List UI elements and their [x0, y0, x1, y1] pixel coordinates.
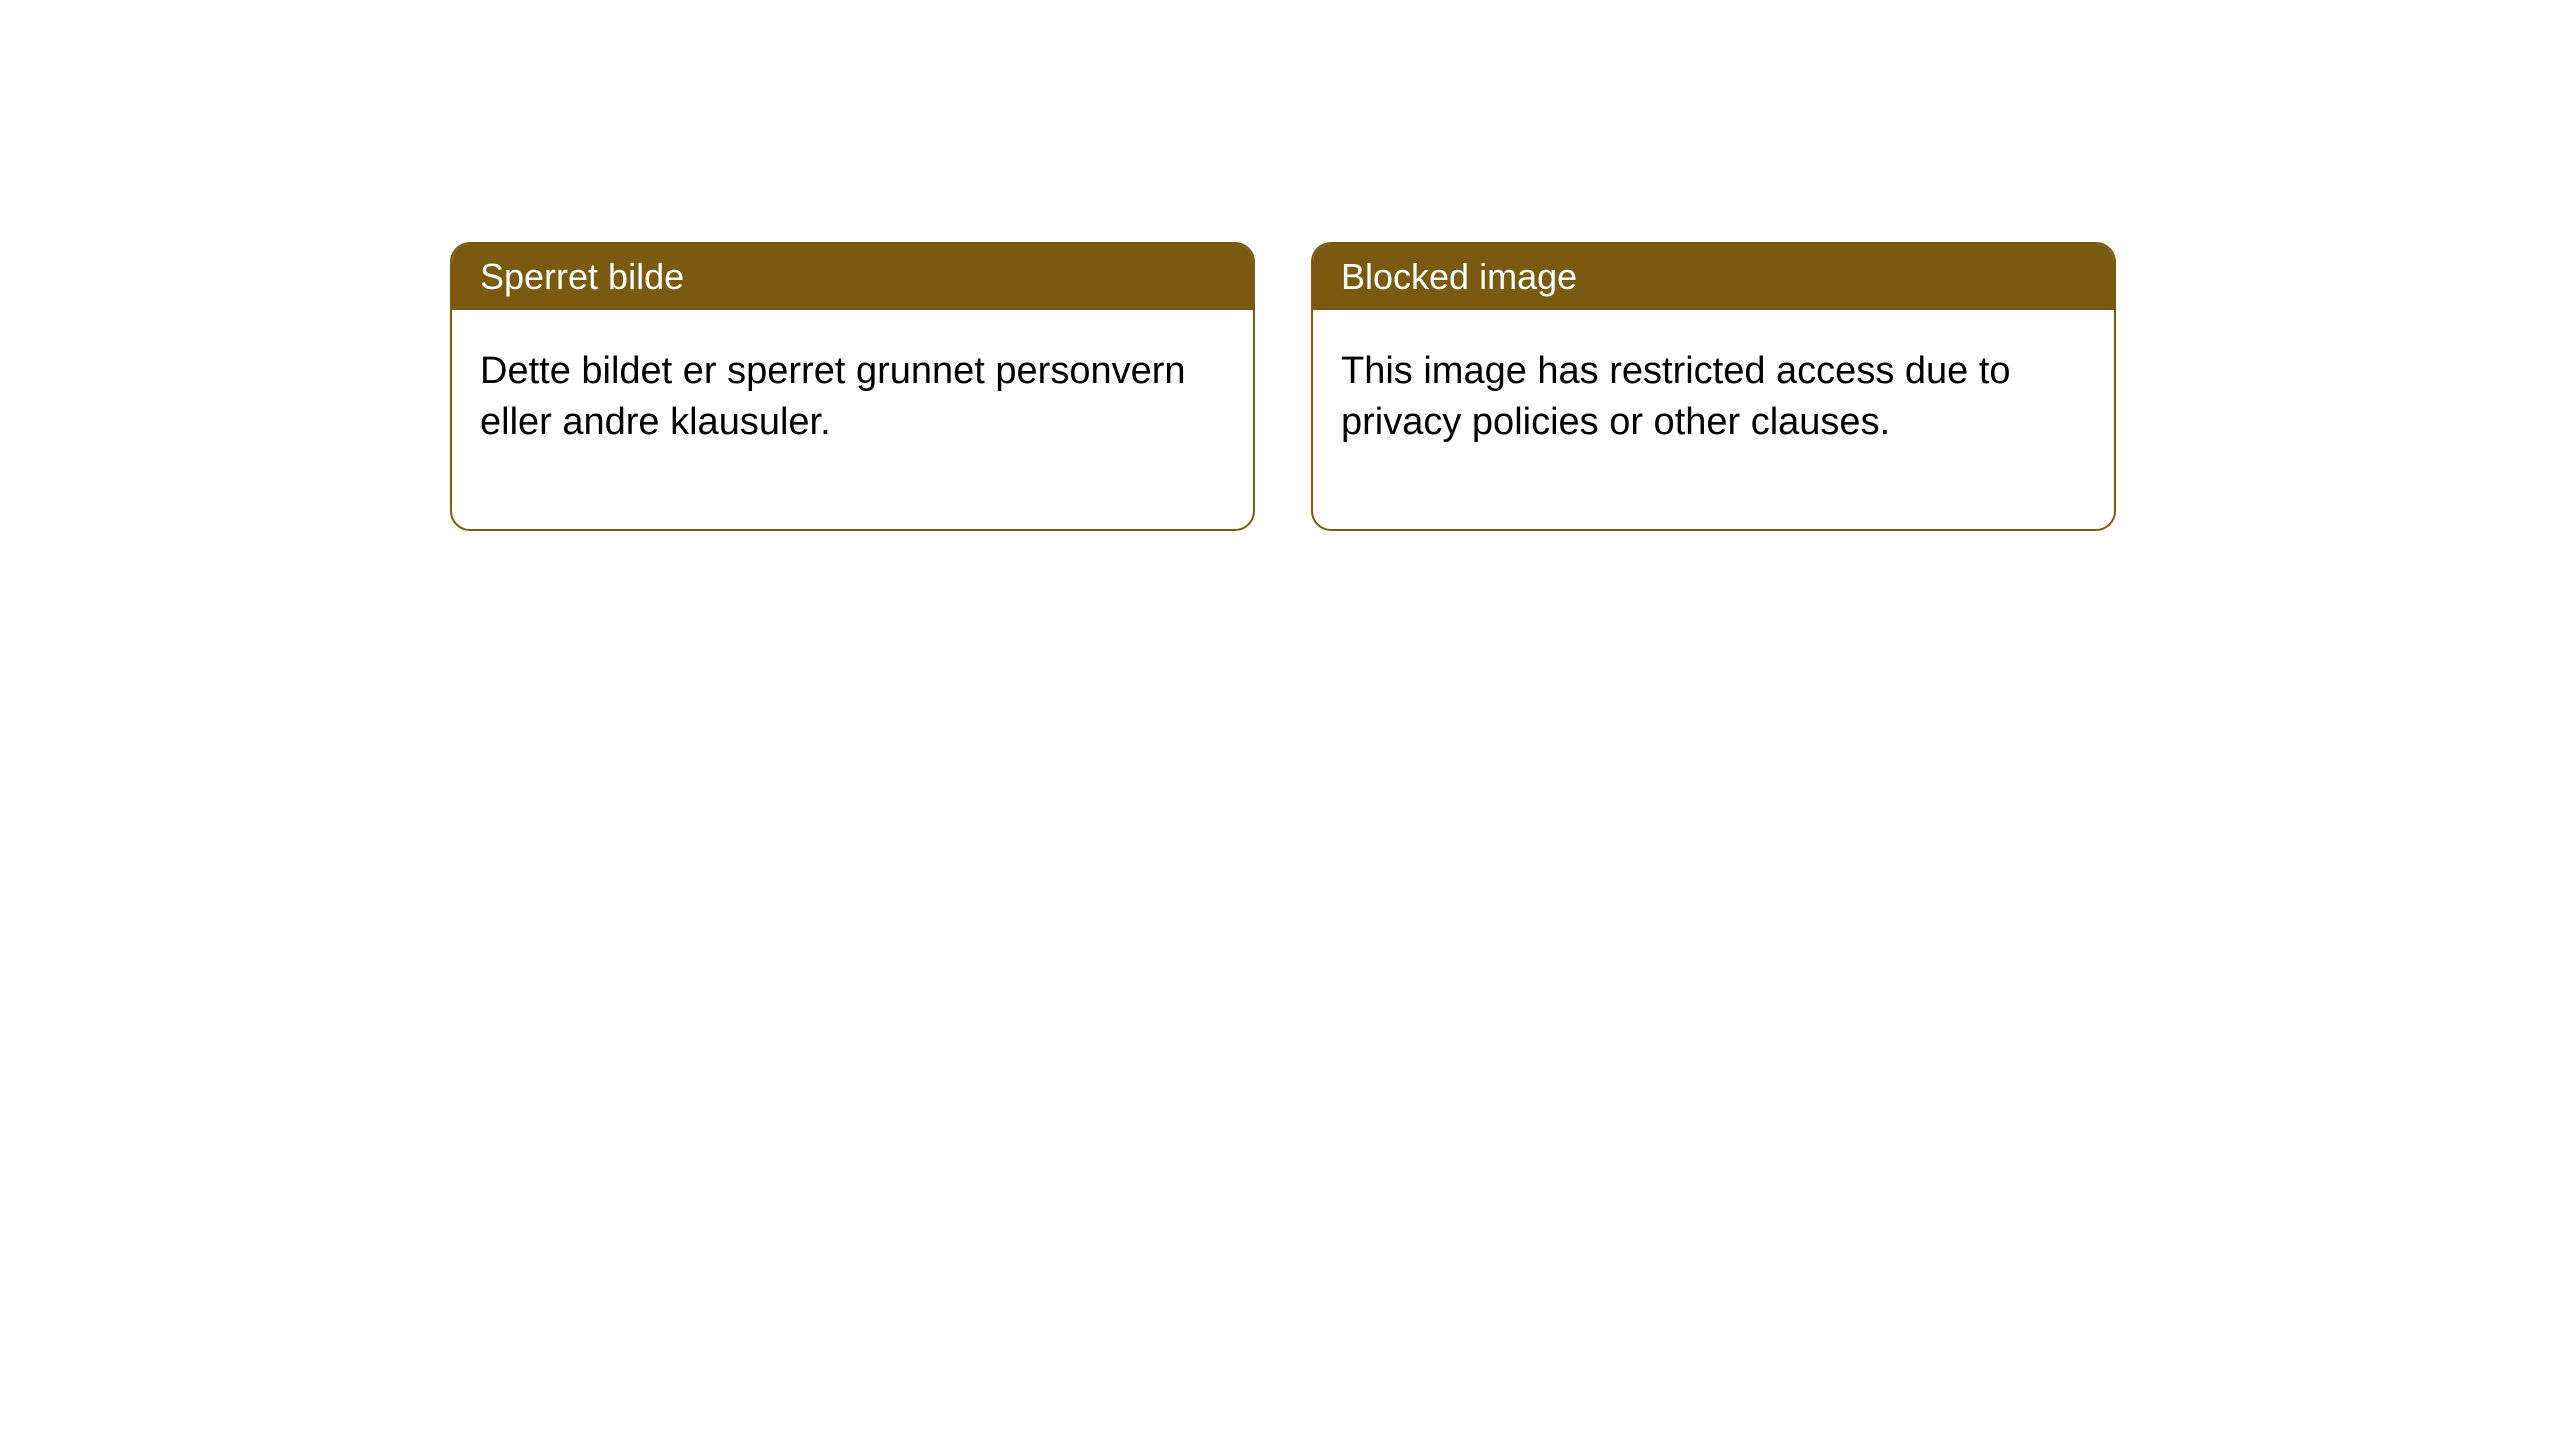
- card-body: Dette bildet er sperret grunnet personve…: [452, 310, 1253, 529]
- card-body: This image has restricted access due to …: [1313, 310, 2114, 529]
- card-header: Sperret bilde: [452, 244, 1253, 310]
- blocked-image-card-en: Blocked image This image has restricted …: [1311, 242, 2116, 531]
- notice-container: Sperret bilde Dette bildet er sperret gr…: [0, 0, 2560, 531]
- card-title: Sperret bilde: [480, 256, 684, 297]
- blocked-image-card-no: Sperret bilde Dette bildet er sperret gr…: [450, 242, 1255, 531]
- card-header: Blocked image: [1313, 244, 2114, 310]
- card-body-text: Dette bildet er sperret grunnet personve…: [480, 350, 1186, 443]
- card-body-text: This image has restricted access due to …: [1341, 350, 2011, 443]
- card-title: Blocked image: [1341, 256, 1577, 297]
